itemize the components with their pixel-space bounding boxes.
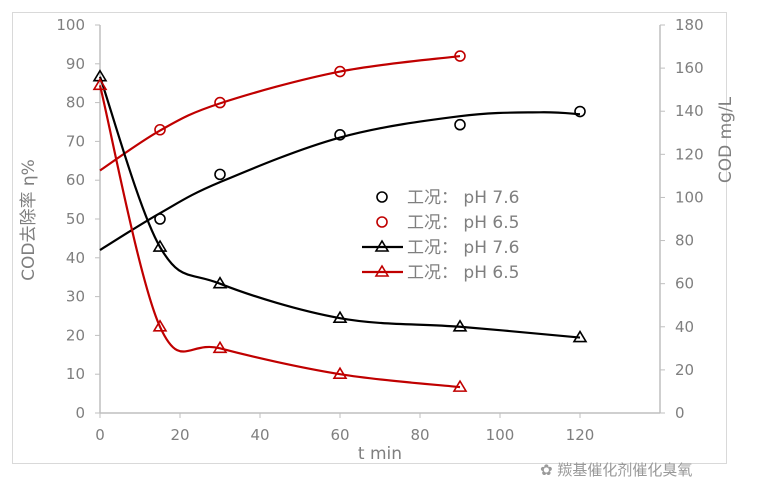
data-point [454, 118, 466, 131]
y-tick-label: 10 [66, 365, 85, 383]
data-point [92, 77, 108, 91]
legend-label: 工况： pH 6.5 [407, 263, 519, 283]
y-tick-label: 20 [66, 326, 85, 344]
y2-tick-label: 60 [675, 275, 694, 293]
x-tick-label: 80 [410, 426, 429, 444]
y-tick-label: 30 [66, 288, 85, 306]
y2-tick-label: 40 [675, 318, 694, 336]
y-tick-label: 50 [66, 210, 85, 228]
data-point [452, 319, 468, 332]
wechat-icon: ✿ [540, 461, 558, 479]
data-point [454, 50, 466, 62]
y2-tick-label: 160 [675, 59, 704, 77]
legend-label: 工况： pH 7.6 [407, 188, 519, 208]
data-point [574, 105, 586, 118]
series-line-3 [98, 85, 461, 389]
legend-label: 工况： pH 6.5 [407, 213, 519, 233]
x-tick-label: 100 [486, 426, 515, 444]
data-point [334, 129, 346, 141]
data-point [214, 168, 226, 181]
x-axis-label: t min [358, 444, 402, 464]
data-point [154, 123, 166, 136]
data-point [214, 96, 226, 109]
legend-marker [376, 216, 388, 228]
data-point [152, 239, 168, 252]
y2-axis-label: COD mg/L [716, 96, 736, 183]
data-point [154, 213, 166, 225]
data-point [332, 310, 348, 323]
y-tick-label: 60 [66, 171, 85, 189]
y-tick-label: 100 [56, 16, 85, 34]
chart-frame [12, 12, 727, 464]
data-point [212, 276, 228, 289]
series-line-1 [99, 54, 461, 172]
legend-marker [374, 264, 390, 277]
legend-label: 工况： pH 7.6 [407, 238, 519, 258]
y-tick-label: 0 [75, 404, 85, 422]
series-line-2 [98, 76, 581, 339]
y2-tick-label: 120 [675, 145, 704, 163]
data-point [332, 366, 348, 379]
x-tick-label: 0 [95, 426, 105, 444]
data-point [572, 330, 588, 343]
legend-marker [376, 191, 388, 203]
data-point [212, 340, 228, 354]
y2-tick-label: 140 [675, 102, 704, 120]
y-axis-label: COD去除率 η% [19, 159, 39, 281]
data-point [334, 65, 346, 78]
y2-tick-label: 100 [675, 188, 704, 206]
x-tick-label: 60 [330, 426, 349, 444]
y2-tick-label: 180 [675, 16, 704, 34]
y2-tick-label: 80 [675, 232, 694, 250]
x-tick-label: 120 [566, 426, 595, 444]
y2-tick-label: 20 [675, 361, 694, 379]
series-line-0 [99, 111, 581, 251]
watermark: ✿ 羰基催化剂催化臭氧 [540, 461, 693, 479]
x-tick-label: 20 [170, 426, 189, 444]
legend-marker [374, 239, 390, 252]
y-tick-label: 40 [66, 249, 85, 267]
y-tick-label: 90 [66, 55, 85, 73]
y2-tick-label: 0 [675, 404, 685, 422]
data-point [452, 379, 468, 392]
data-point [152, 319, 168, 332]
y-tick-label: 80 [66, 94, 85, 112]
y-tick-label: 70 [66, 132, 85, 150]
x-tick-label: 40 [250, 426, 269, 444]
